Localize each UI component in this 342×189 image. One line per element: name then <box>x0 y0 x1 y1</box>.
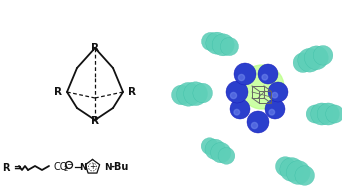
Circle shape <box>311 103 333 125</box>
Circle shape <box>234 63 256 85</box>
Text: CO: CO <box>53 162 67 172</box>
Text: R: R <box>54 87 62 97</box>
Circle shape <box>286 161 310 184</box>
Circle shape <box>304 46 328 70</box>
Circle shape <box>231 92 237 99</box>
Circle shape <box>201 138 218 155</box>
Circle shape <box>258 64 278 84</box>
Text: R: R <box>91 43 99 53</box>
Circle shape <box>317 103 339 125</box>
Circle shape <box>218 147 235 164</box>
Circle shape <box>176 82 200 106</box>
Circle shape <box>193 83 212 103</box>
Circle shape <box>205 139 225 160</box>
Circle shape <box>212 34 234 56</box>
Circle shape <box>230 99 250 119</box>
Circle shape <box>220 37 238 56</box>
Circle shape <box>211 143 231 163</box>
Text: −: − <box>66 160 72 169</box>
Circle shape <box>172 85 191 105</box>
Circle shape <box>247 111 269 133</box>
Circle shape <box>306 105 324 123</box>
Circle shape <box>298 48 321 72</box>
Text: N: N <box>79 163 86 171</box>
Circle shape <box>265 99 285 119</box>
Circle shape <box>326 105 342 123</box>
Circle shape <box>295 166 315 185</box>
Circle shape <box>272 92 278 98</box>
Circle shape <box>275 157 295 176</box>
Circle shape <box>184 82 208 106</box>
Text: R =: R = <box>3 163 25 173</box>
Text: N: N <box>104 163 111 171</box>
Circle shape <box>240 65 284 109</box>
Circle shape <box>313 46 333 65</box>
Text: 2: 2 <box>64 166 68 172</box>
Circle shape <box>206 32 228 54</box>
Circle shape <box>293 53 313 72</box>
Circle shape <box>280 158 304 181</box>
Circle shape <box>269 109 275 115</box>
Circle shape <box>238 74 245 81</box>
Text: -Bu: -Bu <box>110 162 129 172</box>
Circle shape <box>251 122 258 129</box>
Circle shape <box>234 109 240 115</box>
Text: R: R <box>91 116 99 126</box>
Text: R: R <box>128 87 136 97</box>
Circle shape <box>262 74 267 80</box>
Circle shape <box>201 32 220 51</box>
Circle shape <box>226 81 248 103</box>
Text: +: + <box>89 162 96 171</box>
Circle shape <box>268 82 288 102</box>
